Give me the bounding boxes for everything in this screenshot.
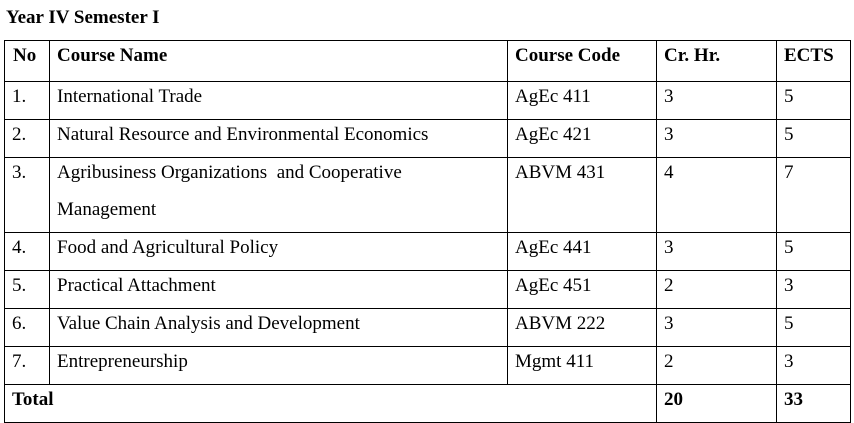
cell-credit-hours: 3 (656, 81, 777, 120)
table-row: 4. Food and Agricultural Policy AgEc 441… (4, 232, 851, 271)
cell-credit-hours: 2 (656, 346, 777, 385)
table-row: 7. Entrepreneurship Mgmt 411 2 3 (4, 346, 851, 385)
cell-credit-hours: 4 (656, 157, 777, 233)
table-row: 6. Value Chain Analysis and Development … (4, 308, 851, 347)
course-name-line-1: Agribusiness Organizations and Cooperati… (57, 162, 402, 183)
cell-course-code: AgEc 411 (507, 81, 657, 120)
section-heading: Year IV Semester I (6, 7, 160, 28)
cell-course-name: Natural Resource and Environmental Econo… (49, 119, 508, 158)
cell-no: 7. (4, 346, 50, 385)
cell-course-name: Agribusiness Organizations and Cooperati… (49, 157, 508, 233)
cell-course-code: AgEc 451 (507, 270, 657, 309)
total-credit-hours: 20 (656, 384, 777, 423)
total-ects: 33 (776, 384, 851, 423)
table-header: No Course Name Course Code Cr. Hr. ECTS (4, 40, 851, 82)
cell-no: 3. (4, 157, 50, 233)
cell-ects: 5 (776, 232, 851, 271)
table-row: 3. Agribusiness Organizations and Cooper… (4, 157, 851, 233)
cell-course-name: Food and Agricultural Policy (49, 232, 508, 271)
course-name-line-2: Management (57, 199, 157, 220)
cell-course-name: International Trade (49, 81, 508, 120)
cell-course-name: Value Chain Analysis and Development (49, 308, 508, 347)
cell-credit-hours: 3 (656, 232, 777, 271)
table-row: 5. Practical Attachment AgEc 451 2 3 (4, 270, 851, 309)
cell-no: 5. (4, 270, 50, 309)
cell-course-code: ABVM 222 (507, 308, 657, 347)
header-row: No Course Name Course Code Cr. Hr. ECTS (4, 40, 851, 82)
table-row: 2. Natural Resource and Environmental Ec… (4, 119, 851, 158)
cell-ects: 7 (776, 157, 851, 233)
cell-course-name: Entrepreneurship (49, 346, 508, 385)
cell-course-name: Practical Attachment (49, 270, 508, 309)
column-header-course-code: Course Code (507, 40, 657, 82)
cell-no: 1. (4, 81, 50, 120)
total-row: Total 20 33 (4, 384, 851, 423)
cell-credit-hours: 2 (656, 270, 777, 309)
column-header-credit-hours: Cr. Hr. (656, 40, 777, 82)
cell-course-code: ABVM 431 (507, 157, 657, 233)
cell-no: 6. (4, 308, 50, 347)
cell-course-code: AgEc 421 (507, 119, 657, 158)
column-header-ects: ECTS (776, 40, 851, 82)
course-table: No Course Name Course Code Cr. Hr. ECTS … (4, 40, 851, 423)
cell-credit-hours: 3 (656, 308, 777, 347)
cell-ects: 3 (776, 346, 851, 385)
cell-no: 2. (4, 119, 50, 158)
table-body: 1. International Trade AgEc 411 3 5 2. N… (4, 81, 851, 423)
cell-ects: 5 (776, 119, 851, 158)
cell-ects: 5 (776, 81, 851, 120)
table-row: 1. International Trade AgEc 411 3 5 (4, 81, 851, 120)
cell-credit-hours: 3 (656, 119, 777, 158)
cell-ects: 3 (776, 270, 851, 309)
column-header-course-name: Course Name (49, 40, 508, 82)
total-label: Total (4, 384, 657, 423)
cell-no: 4. (4, 232, 50, 271)
cell-ects: 5 (776, 308, 851, 347)
cell-course-code: Mgmt 411 (507, 346, 657, 385)
column-header-no: No (4, 40, 50, 82)
cell-course-code: AgEc 441 (507, 232, 657, 271)
